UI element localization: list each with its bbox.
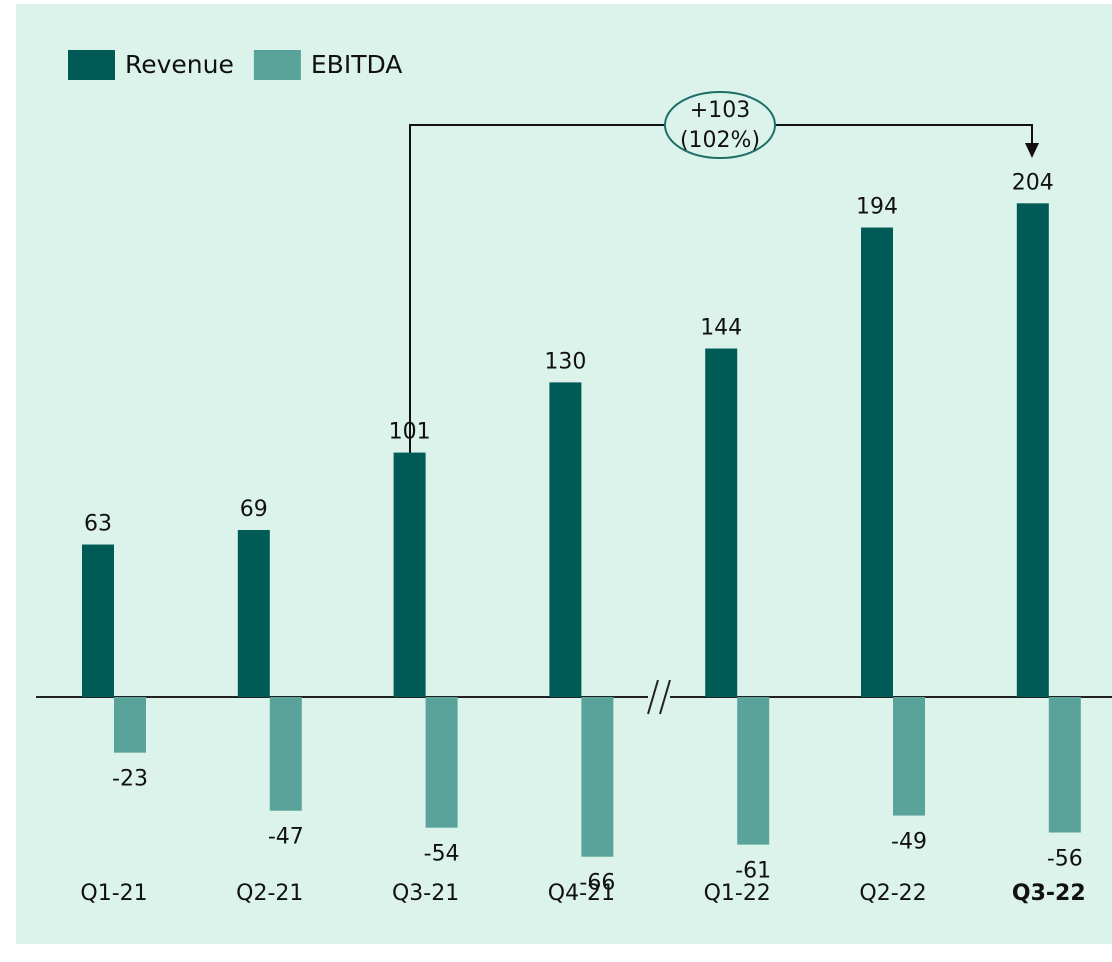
legend-swatch [253, 50, 301, 80]
bar [237, 530, 270, 697]
data-label: 144 [700, 316, 742, 341]
bar [861, 227, 893, 697]
bar [269, 697, 302, 811]
annotation-text: (102%) [680, 128, 760, 153]
data-label: 101 [389, 420, 431, 445]
annotation-text: +103 [690, 98, 750, 123]
axis-break-gap [648, 680, 670, 714]
bar [705, 348, 738, 697]
data-label: -47 [268, 825, 304, 850]
x-tick-label: Q1-21 [80, 881, 147, 906]
bar [425, 697, 458, 828]
axis-break [647, 679, 659, 715]
data-label: 63 [84, 512, 112, 537]
bar [1048, 697, 1081, 833]
legend-swatch [68, 50, 115, 80]
x-tick-label: Q4-21 [548, 881, 615, 906]
x-tick-label: Q2-21 [236, 881, 303, 906]
x-tick-label: Q2-22 [859, 881, 926, 906]
bar [393, 452, 426, 697]
data-label: -54 [424, 842, 460, 867]
bar [1016, 203, 1049, 697]
legend-label: EBITDA [311, 50, 403, 79]
x-tick-label: Q1-22 [704, 881, 771, 906]
annotation-arrow [1025, 143, 1039, 158]
data-label: -61 [735, 859, 771, 884]
data-label: 204 [1012, 170, 1054, 195]
data-label: -49 [891, 830, 927, 855]
bar [114, 697, 146, 753]
bar [82, 544, 114, 697]
bar [737, 697, 770, 845]
annotation-line [409, 124, 665, 453]
bar [549, 382, 582, 697]
axis-break [659, 679, 671, 715]
x-tick-label: Q3-22 [1012, 881, 1086, 906]
data-label: -66 [579, 871, 615, 896]
annotation-bubble [664, 91, 776, 159]
annotation-line [775, 124, 1033, 145]
bar [581, 697, 614, 857]
data-label: -23 [112, 767, 148, 792]
data-label: 69 [240, 497, 268, 522]
legend-label: Revenue [125, 50, 234, 79]
data-label: 130 [544, 349, 586, 374]
data-label: 194 [856, 195, 898, 220]
data-label: -56 [1047, 847, 1083, 872]
x-tick-label: Q3-21 [392, 881, 459, 906]
bar [893, 697, 925, 816]
